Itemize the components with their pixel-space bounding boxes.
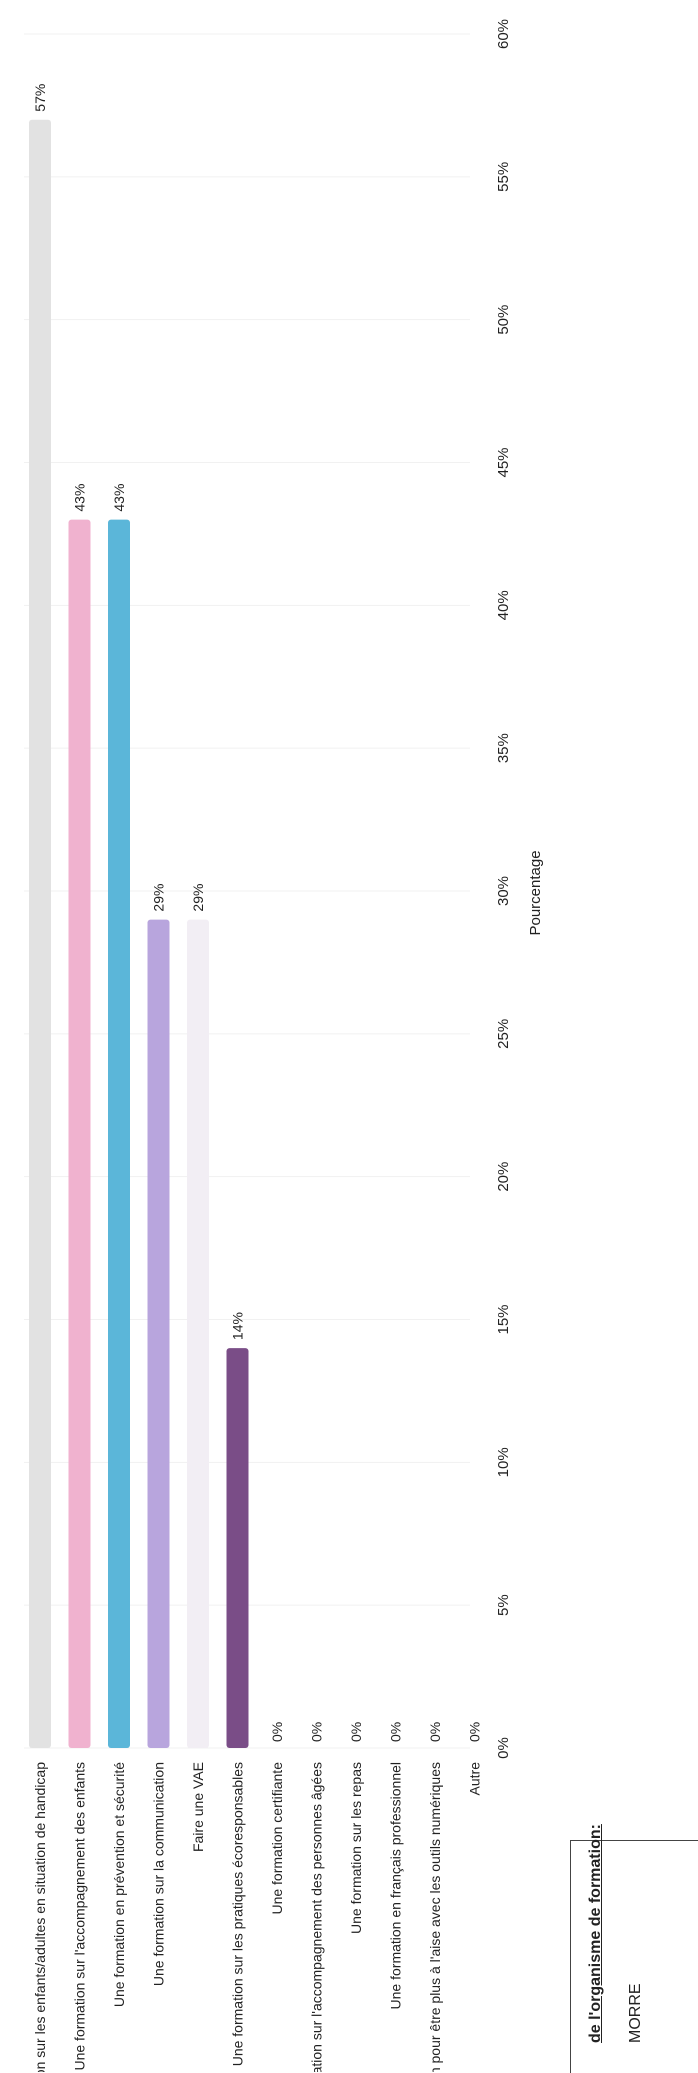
- tick-label: 15%: [495, 1304, 512, 1334]
- organisme-title: de l'organisme de formation:: [587, 1824, 604, 2043]
- category-label: Une formation sur les repas: [348, 1762, 364, 1934]
- value-label: 14%: [230, 1312, 246, 1340]
- tick-label: 20%: [495, 1162, 512, 1192]
- bar: [147, 919, 170, 1748]
- tick-label: 25%: [495, 1019, 512, 1049]
- value-label: 43%: [111, 484, 127, 512]
- category-label: Faire une VAE: [190, 1762, 206, 1852]
- tick-label: 10%: [495, 1447, 512, 1477]
- category-label: Une formation sur les pratiques écorespo…: [230, 1762, 246, 2066]
- category-label: Une formation sur les enfants/adultes en…: [32, 1762, 48, 2072]
- value-label: 43%: [72, 484, 88, 512]
- tick-label: 45%: [495, 447, 512, 477]
- bar: [68, 519, 91, 1749]
- value-label: 0%: [309, 1722, 325, 1742]
- category-label: Une formation certifiante: [269, 1762, 285, 1915]
- value-label: 57%: [32, 84, 48, 112]
- category-label: Une formation sur la communication: [151, 1762, 167, 1986]
- tick-label: 60%: [495, 19, 512, 49]
- organisme-info-box: de l'organisme de formation: MORRE: [570, 1824, 698, 2073]
- category-label: Une formation sur l'accompagnement des e…: [72, 1762, 88, 2071]
- category-label: Autre: [467, 1762, 483, 1796]
- tick-label: 35%: [495, 733, 512, 763]
- value-label: 29%: [151, 884, 167, 912]
- tick-label: 0%: [495, 1737, 512, 1759]
- tick-label: 5%: [495, 1594, 512, 1616]
- value-label: 0%: [269, 1722, 285, 1742]
- bar: [226, 1348, 249, 1748]
- category-label: Une formation en prévention et sécurité: [111, 1762, 127, 2007]
- tick-label: 40%: [495, 590, 512, 620]
- value-label: 29%: [190, 884, 206, 912]
- category-label: Une formation pour être plus à l'aise av…: [427, 1762, 443, 2072]
- category-label: Une formation en français professionnel: [388, 1762, 404, 2009]
- bar: [187, 919, 209, 1748]
- organisme-name: MORRE: [627, 1983, 644, 2043]
- tick-label: 50%: [495, 305, 512, 335]
- tick-label: 55%: [495, 162, 512, 192]
- value-label: 0%: [348, 1722, 364, 1742]
- x-axis-title: Pourcentage: [527, 850, 544, 935]
- bar: [29, 119, 51, 1749]
- value-label: 0%: [467, 1722, 483, 1742]
- bar: [108, 519, 130, 1749]
- value-label: 0%: [427, 1722, 443, 1742]
- value-label: 0%: [388, 1722, 404, 1742]
- category-label: Une formation sur l'accompagnement des p…: [309, 1762, 325, 2072]
- tick-label: 30%: [495, 876, 512, 906]
